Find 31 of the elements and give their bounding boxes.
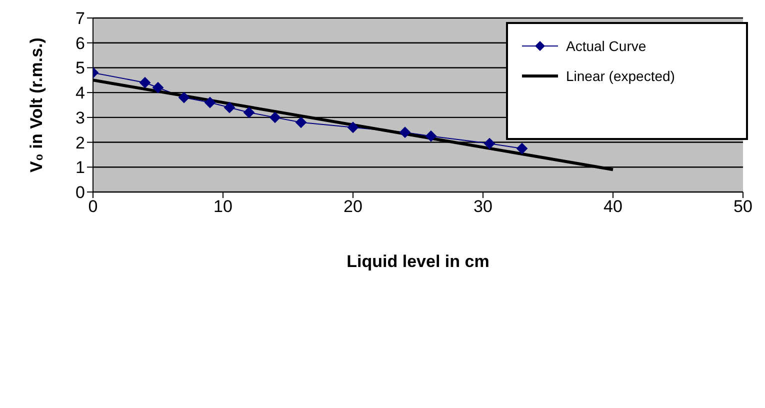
- point: [400, 126, 410, 138]
- point: [348, 122, 358, 133]
- point: [296, 116, 306, 128]
- y-tick-label: 1: [76, 158, 85, 178]
- point: [152, 82, 164, 94]
- x-tick-label: 0: [88, 197, 98, 216]
- x-tick-label: 10: [214, 197, 232, 216]
- point: [484, 138, 495, 150]
- y-tick-label: 0: [76, 183, 85, 202]
- point: [244, 106, 254, 118]
- y-tick-label: 2: [76, 133, 85, 152]
- y-tick-label: 7: [76, 9, 85, 28]
- x-tick-label: 30: [474, 197, 492, 216]
- point: [516, 143, 528, 154]
- point: [224, 102, 235, 113]
- y-tick-label: 3: [76, 108, 85, 128]
- y-tick-label: 4: [76, 84, 85, 103]
- y-tick-label: 5: [76, 58, 85, 78]
- legend-label: Linear (expected): [566, 68, 675, 84]
- x-tick-label: 40: [604, 197, 622, 216]
- point: [426, 130, 436, 142]
- point: [140, 77, 150, 88]
- point: [204, 97, 216, 108]
- point: [178, 92, 190, 104]
- x-tick-label: 50: [734, 197, 752, 216]
- point: [270, 112, 280, 123]
- y-tick-label: 6: [76, 34, 85, 53]
- x-tick-label: 20: [344, 197, 362, 216]
- x-axis-title: Liquid level in cm: [346, 252, 490, 271]
- y-axis-title: V₀ in Volt (r.m.s.): [27, 38, 46, 172]
- legend-label: Actual Curve: [566, 38, 646, 54]
